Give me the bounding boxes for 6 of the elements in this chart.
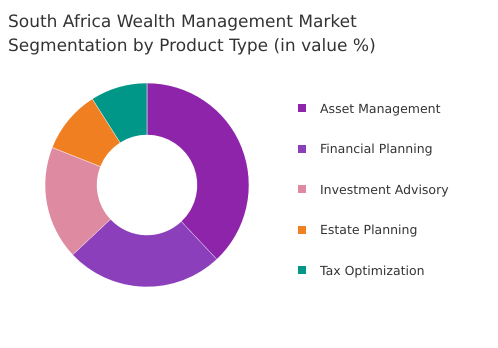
legend-label: Investment Advisory [320,182,449,197]
legend-label: Estate Planning [320,222,418,238]
legend-label: Tax Optimization [320,262,425,278]
legend-label: Asset Management [320,100,440,116]
chart-title: South Africa Wealth Management Market Segmentation by Product Type (in value %) [8,11,377,58]
legend-label: Financial Planning [320,141,433,156]
